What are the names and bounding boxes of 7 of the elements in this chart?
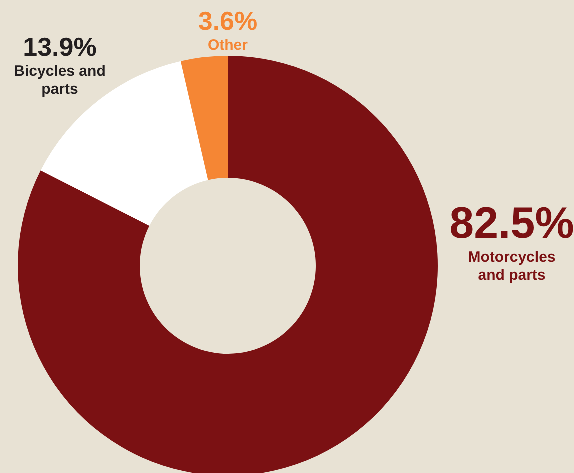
data-label: 13.9% <box>23 32 97 62</box>
data-label: 3.6% <box>198 6 258 36</box>
slice-label: Other <box>208 37 248 54</box>
slice-label: Motorcycles and parts <box>468 249 556 284</box>
donut-slice <box>180 56 228 180</box>
data-label: 82.5% <box>450 199 574 248</box>
slice-label: Bicycles and parts <box>14 63 106 98</box>
